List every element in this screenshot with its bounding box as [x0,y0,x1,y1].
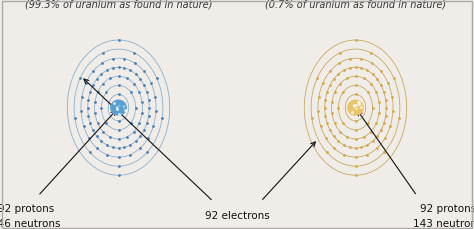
Text: 92 electrons: 92 electrons [205,211,269,221]
Text: (0.7% of uranium as found in nature): (0.7% of uranium as found in nature) [265,0,446,9]
Text: 92 protons: 92 protons [0,204,54,214]
Text: 143 neutrons: 143 neutrons [413,219,474,229]
Text: 146 neutrons: 146 neutrons [0,219,61,229]
Text: 92 protons: 92 protons [420,204,474,214]
Circle shape [111,100,126,115]
Text: (99.3% of uranium as found in nature): (99.3% of uranium as found in nature) [25,0,212,9]
Circle shape [348,100,363,115]
